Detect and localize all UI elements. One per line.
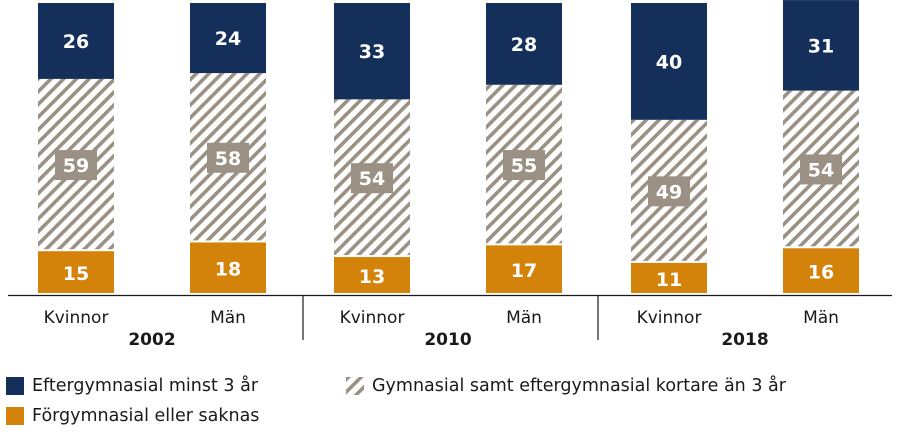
- value-label-gymnasial-samt-eftergymnasial-kortare-an-3-ar-6: 54: [808, 159, 834, 181]
- value-label-bg-4: [503, 150, 545, 181]
- bar-segment-eftergymnasial-minst-3-ar-4: [486, 3, 562, 85]
- value-label-forgymnasial-eller-saknas-5: 11: [656, 269, 682, 291]
- legend-item-eftergymnasial: Eftergymnasial minst 3 år: [6, 376, 258, 396]
- group-label-2018: 2018: [721, 330, 768, 350]
- value-label-gymnasial-samt-eftergymnasial-kortare-an-3-ar-2: 58: [215, 148, 241, 170]
- value-label-eftergymnasial-minst-3-ar-2: 24: [215, 28, 241, 50]
- bar-segment-forgymnasial-eller-saknas-6: [783, 248, 859, 293]
- group-label-2002: 2002: [128, 330, 175, 350]
- category-label-6: Män: [803, 308, 839, 328]
- value-label-eftergymnasial-minst-3-ar-4: 28: [511, 34, 537, 56]
- bar-segment-eftergymnasial-minst-3-ar-3: [334, 3, 410, 100]
- value-label-eftergymnasial-minst-3-ar-3: 33: [359, 41, 385, 63]
- category-label-2: Män: [210, 308, 246, 328]
- category-label-1: Kvinnor: [44, 308, 109, 328]
- value-label-forgymnasial-eller-saknas-3: 13: [359, 266, 385, 288]
- bar-segment-eftergymnasial-minst-3-ar-6: [783, 0, 859, 91]
- value-label-forgymnasial-eller-saknas-4: 17: [511, 260, 537, 282]
- bar-segment-eftergymnasial-minst-3-ar-2: [190, 3, 266, 74]
- value-label-gymnasial-samt-eftergymnasial-kortare-an-3-ar-1: 59: [63, 155, 89, 177]
- value-label-bg-6: [800, 154, 842, 185]
- bar-segment-forgymnasial-eller-saknas-4: [486, 245, 562, 293]
- legend-label-gymnasial: Gymnasial samt eftergymnasial kortare än…: [372, 376, 786, 396]
- value-label-eftergymnasial-minst-3-ar-5: 40: [656, 51, 682, 73]
- legend-swatch-eftergymnasial: [6, 377, 24, 395]
- legend-item-forgymnasial: Förgymnasial eller saknas: [6, 406, 259, 426]
- bar-segment-forgymnasial-eller-saknas-5: [631, 262, 707, 293]
- group-label-2010: 2010: [424, 330, 471, 350]
- bar-segment-forgymnasial-eller-saknas-3: [334, 257, 410, 293]
- legend-swatch-gymnasial: [346, 377, 364, 395]
- category-label-3: Kvinnor: [340, 308, 405, 328]
- bars-layer: 15 59 26 18 58 24 13 54 33 17 55 28 11 49 40 16 54 31: [38, 0, 859, 293]
- legend: Eftergymnasial minst 3 år Gymnasial samt…: [6, 376, 896, 436]
- value-label-bg-2: [207, 142, 249, 173]
- value-label-gymnasial-samt-eftergymnasial-kortare-an-3-ar-3: 54: [359, 168, 385, 190]
- value-label-eftergymnasial-minst-3-ar-1: 26: [63, 31, 89, 53]
- bar-segment-eftergymnasial-minst-3-ar-1: [38, 3, 114, 79]
- category-label-5: Kvinnor: [637, 308, 702, 328]
- legend-swatch-forgymnasial: [6, 407, 24, 425]
- legend-item-gymnasial: Gymnasial samt eftergymnasial kortare än…: [346, 376, 786, 396]
- bar-segment-forgymnasial-eller-saknas-2: [190, 242, 266, 293]
- bar-segment-forgymnasial-eller-saknas-1: [38, 251, 114, 293]
- legend-label-forgymnasial: Förgymnasial eller saknas: [32, 406, 260, 426]
- value-label-forgymnasial-eller-saknas-2: 18: [215, 259, 241, 281]
- stacked-bar-chart: 15 59 26 18 58 24 13 54 33 17 55 28 11 49 40 16 54 31 Kvi…: [8, 0, 892, 350]
- category-label-4: Män: [506, 308, 542, 328]
- value-label-bg-1: [55, 150, 97, 181]
- value-label-gymnasial-samt-eftergymnasial-kortare-an-3-ar-4: 55: [511, 155, 537, 177]
- value-label-bg-5: [648, 176, 690, 207]
- value-label-forgymnasial-eller-saknas-1: 15: [63, 263, 89, 285]
- legend-label-eftergymnasial: Eftergymnasial minst 3 år: [32, 376, 259, 396]
- axes-layer: Kvinnor Män Kvinnor Män Kvinnor Män 2002 2010 20…: [8, 294, 892, 350]
- value-label-bg-3: [351, 163, 393, 194]
- value-label-forgymnasial-eller-saknas-6: 16: [808, 262, 834, 284]
- bar-segment-eftergymnasial-minst-3-ar-5: [631, 3, 707, 120]
- value-label-eftergymnasial-minst-3-ar-6: 31: [808, 35, 834, 57]
- value-label-gymnasial-samt-eftergymnasial-kortare-an-3-ar-5: 49: [656, 181, 682, 203]
